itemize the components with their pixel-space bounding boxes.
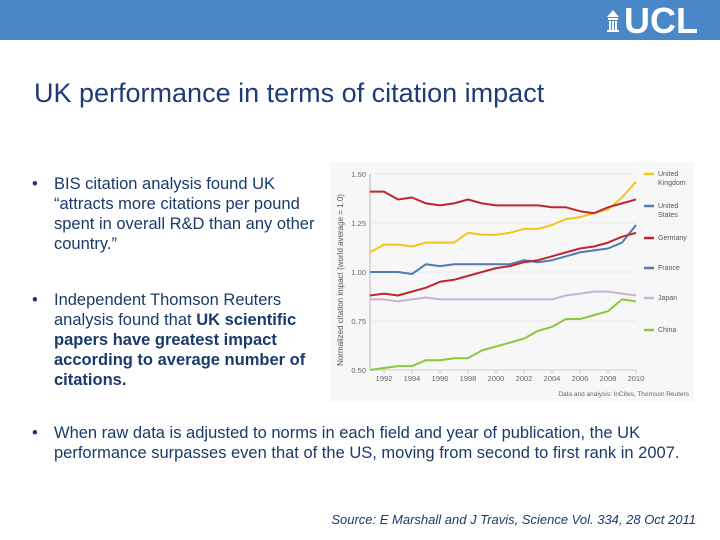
bullet-3: • When raw data is adjusted to norms in … xyxy=(32,423,694,463)
chart-grid xyxy=(369,173,636,371)
series-line-united-kingdom xyxy=(369,181,637,254)
bullet-dot: • xyxy=(32,291,38,309)
legend-label-united-states: United xyxy=(658,203,678,210)
series-line-france xyxy=(370,190,637,215)
logo-text: UCL xyxy=(624,0,698,41)
chart-x-tick-label: 1992 xyxy=(376,374,393,383)
legend-label-united-kingdom: United xyxy=(658,171,678,178)
chart-x-tick-label: 2004 xyxy=(544,374,561,383)
chart-x-tick-label: 2008 xyxy=(600,374,617,383)
chart-x-tick-label: 1996 xyxy=(432,374,449,383)
chart-x-ticks: 1992 1994 1996 1998 2000 2002 2004 2006 2008 2010 xyxy=(376,370,645,383)
legend-label-germany: Germany xyxy=(658,235,687,242)
chart-x-tick-label: 2006 xyxy=(572,374,589,383)
bullet-dot: • xyxy=(32,175,38,193)
chart-y-axis-label: Normalized citation impact (world averag… xyxy=(336,194,345,366)
citation-chart-svg: Normalized citation impact (world averag… xyxy=(336,170,690,398)
series-line-japan xyxy=(370,290,637,303)
chart-y-ticks: 1.50 1.25 1.00 0.75 0.50 xyxy=(351,170,366,375)
bullet-3-text: When raw data is adjusted to norms in ea… xyxy=(54,424,680,462)
chart-credit: Data and analysis: InCites, Thomson Reut… xyxy=(558,391,689,398)
header-bar: UCL xyxy=(0,0,720,40)
series-line-united-states xyxy=(370,224,637,275)
bullet-2-text: Independent Thomson Reuters analysis fou… xyxy=(54,291,282,329)
series-line-china xyxy=(369,298,637,371)
series-line-germany xyxy=(369,231,637,297)
bullet-2-bold-text: UK scientific papers have greatest impac… xyxy=(54,311,306,389)
chart-y-tick-label: 0.75 xyxy=(351,317,366,326)
citation-chart: Normalized citation impact (world averag… xyxy=(330,162,694,402)
chart-x-tick-label: 2010 xyxy=(628,374,645,383)
ucl-logo: UCL xyxy=(606,2,698,40)
bullet-1-text: BIS citation analysis found UK “attracts… xyxy=(54,175,315,253)
legend-label-united-kingdom-line2: Kingdom xyxy=(658,180,686,187)
slide-title: UK performance in terms of citation impa… xyxy=(34,78,545,108)
chart-legend: United Kingdom United States Germany France Ja… xyxy=(644,171,687,334)
legend-label-france: France xyxy=(658,265,680,272)
chart-y-tick-label: 1.00 xyxy=(351,268,366,277)
source-citation: Source: E Marshall and J Travis, Science… xyxy=(331,512,696,527)
legend-label-japan: Japan xyxy=(658,295,677,302)
chart-y-tick-label: 1.25 xyxy=(351,219,366,228)
bullet-2: • Independent Thomson Reuters analysis f… xyxy=(32,290,324,390)
chart-x-tick-label: 2000 xyxy=(488,374,505,383)
chart-x-tick-label: 1994 xyxy=(404,374,421,383)
chart-x-tick-label: 2002 xyxy=(516,374,533,383)
legend-label-china: China xyxy=(658,327,676,334)
chart-y-tick-label: 1.50 xyxy=(351,170,366,179)
chart-y-tick-label: 0.50 xyxy=(351,366,366,375)
chart-x-tick-label: 1998 xyxy=(460,374,477,383)
legend-label-united-states-line2: States xyxy=(658,212,678,219)
chart-series xyxy=(369,181,637,371)
bullet-1: • BIS citation analysis found UK “attrac… xyxy=(32,174,324,254)
bullet-dot: • xyxy=(32,424,38,442)
portico-icon xyxy=(607,10,619,32)
